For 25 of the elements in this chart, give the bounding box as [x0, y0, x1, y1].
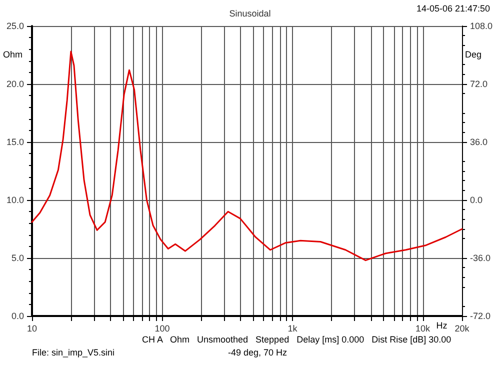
text: CH A Ohm Unsmoothed Stepped Delay [ms] 0.000 Dist Rise [dB] 30.00 — [142, 334, 452, 344]
y2-tick-label: -36.0 — [470, 253, 491, 263]
x-tick-label: 10k — [416, 324, 431, 334]
text: File: sin_imp_V5.sini — [32, 348, 115, 358]
y-tick-label: 15.0 — [6, 137, 24, 147]
x-tick-label: 20k — [454, 324, 470, 334]
y-tick-label: 10.0 — [6, 195, 24, 205]
y-tick-label: 0.0 — [11, 311, 24, 321]
text: -49 deg, 70 Hz — [228, 348, 288, 358]
x-tick-label: 10 — [26, 324, 38, 334]
y2-axis-title: Deg — [465, 50, 482, 60]
y-axis-title: Ohm — [3, 50, 23, 60]
x-tick-label: 100 — [154, 324, 170, 334]
y2-tick-label: 0.0 — [470, 195, 483, 205]
text: 14-05-06 21:47:50 — [416, 4, 490, 14]
y-tick-label: 20.0 — [6, 79, 24, 89]
y-tick-label: 25.0 — [6, 21, 24, 31]
y2-tick-label: 108.0 — [470, 21, 493, 31]
x-tick-label: 1k — [288, 324, 298, 334]
y2-tick-label: 36.0 — [470, 137, 488, 147]
x-axis-title: Hz — [436, 320, 448, 330]
y2-tick-label: -72.0 — [470, 311, 491, 321]
y2-tick-label: 72.0 — [470, 79, 488, 89]
chart-title: Sinusoidal — [229, 8, 271, 18]
y-tick-label: 5.0 — [11, 253, 24, 263]
